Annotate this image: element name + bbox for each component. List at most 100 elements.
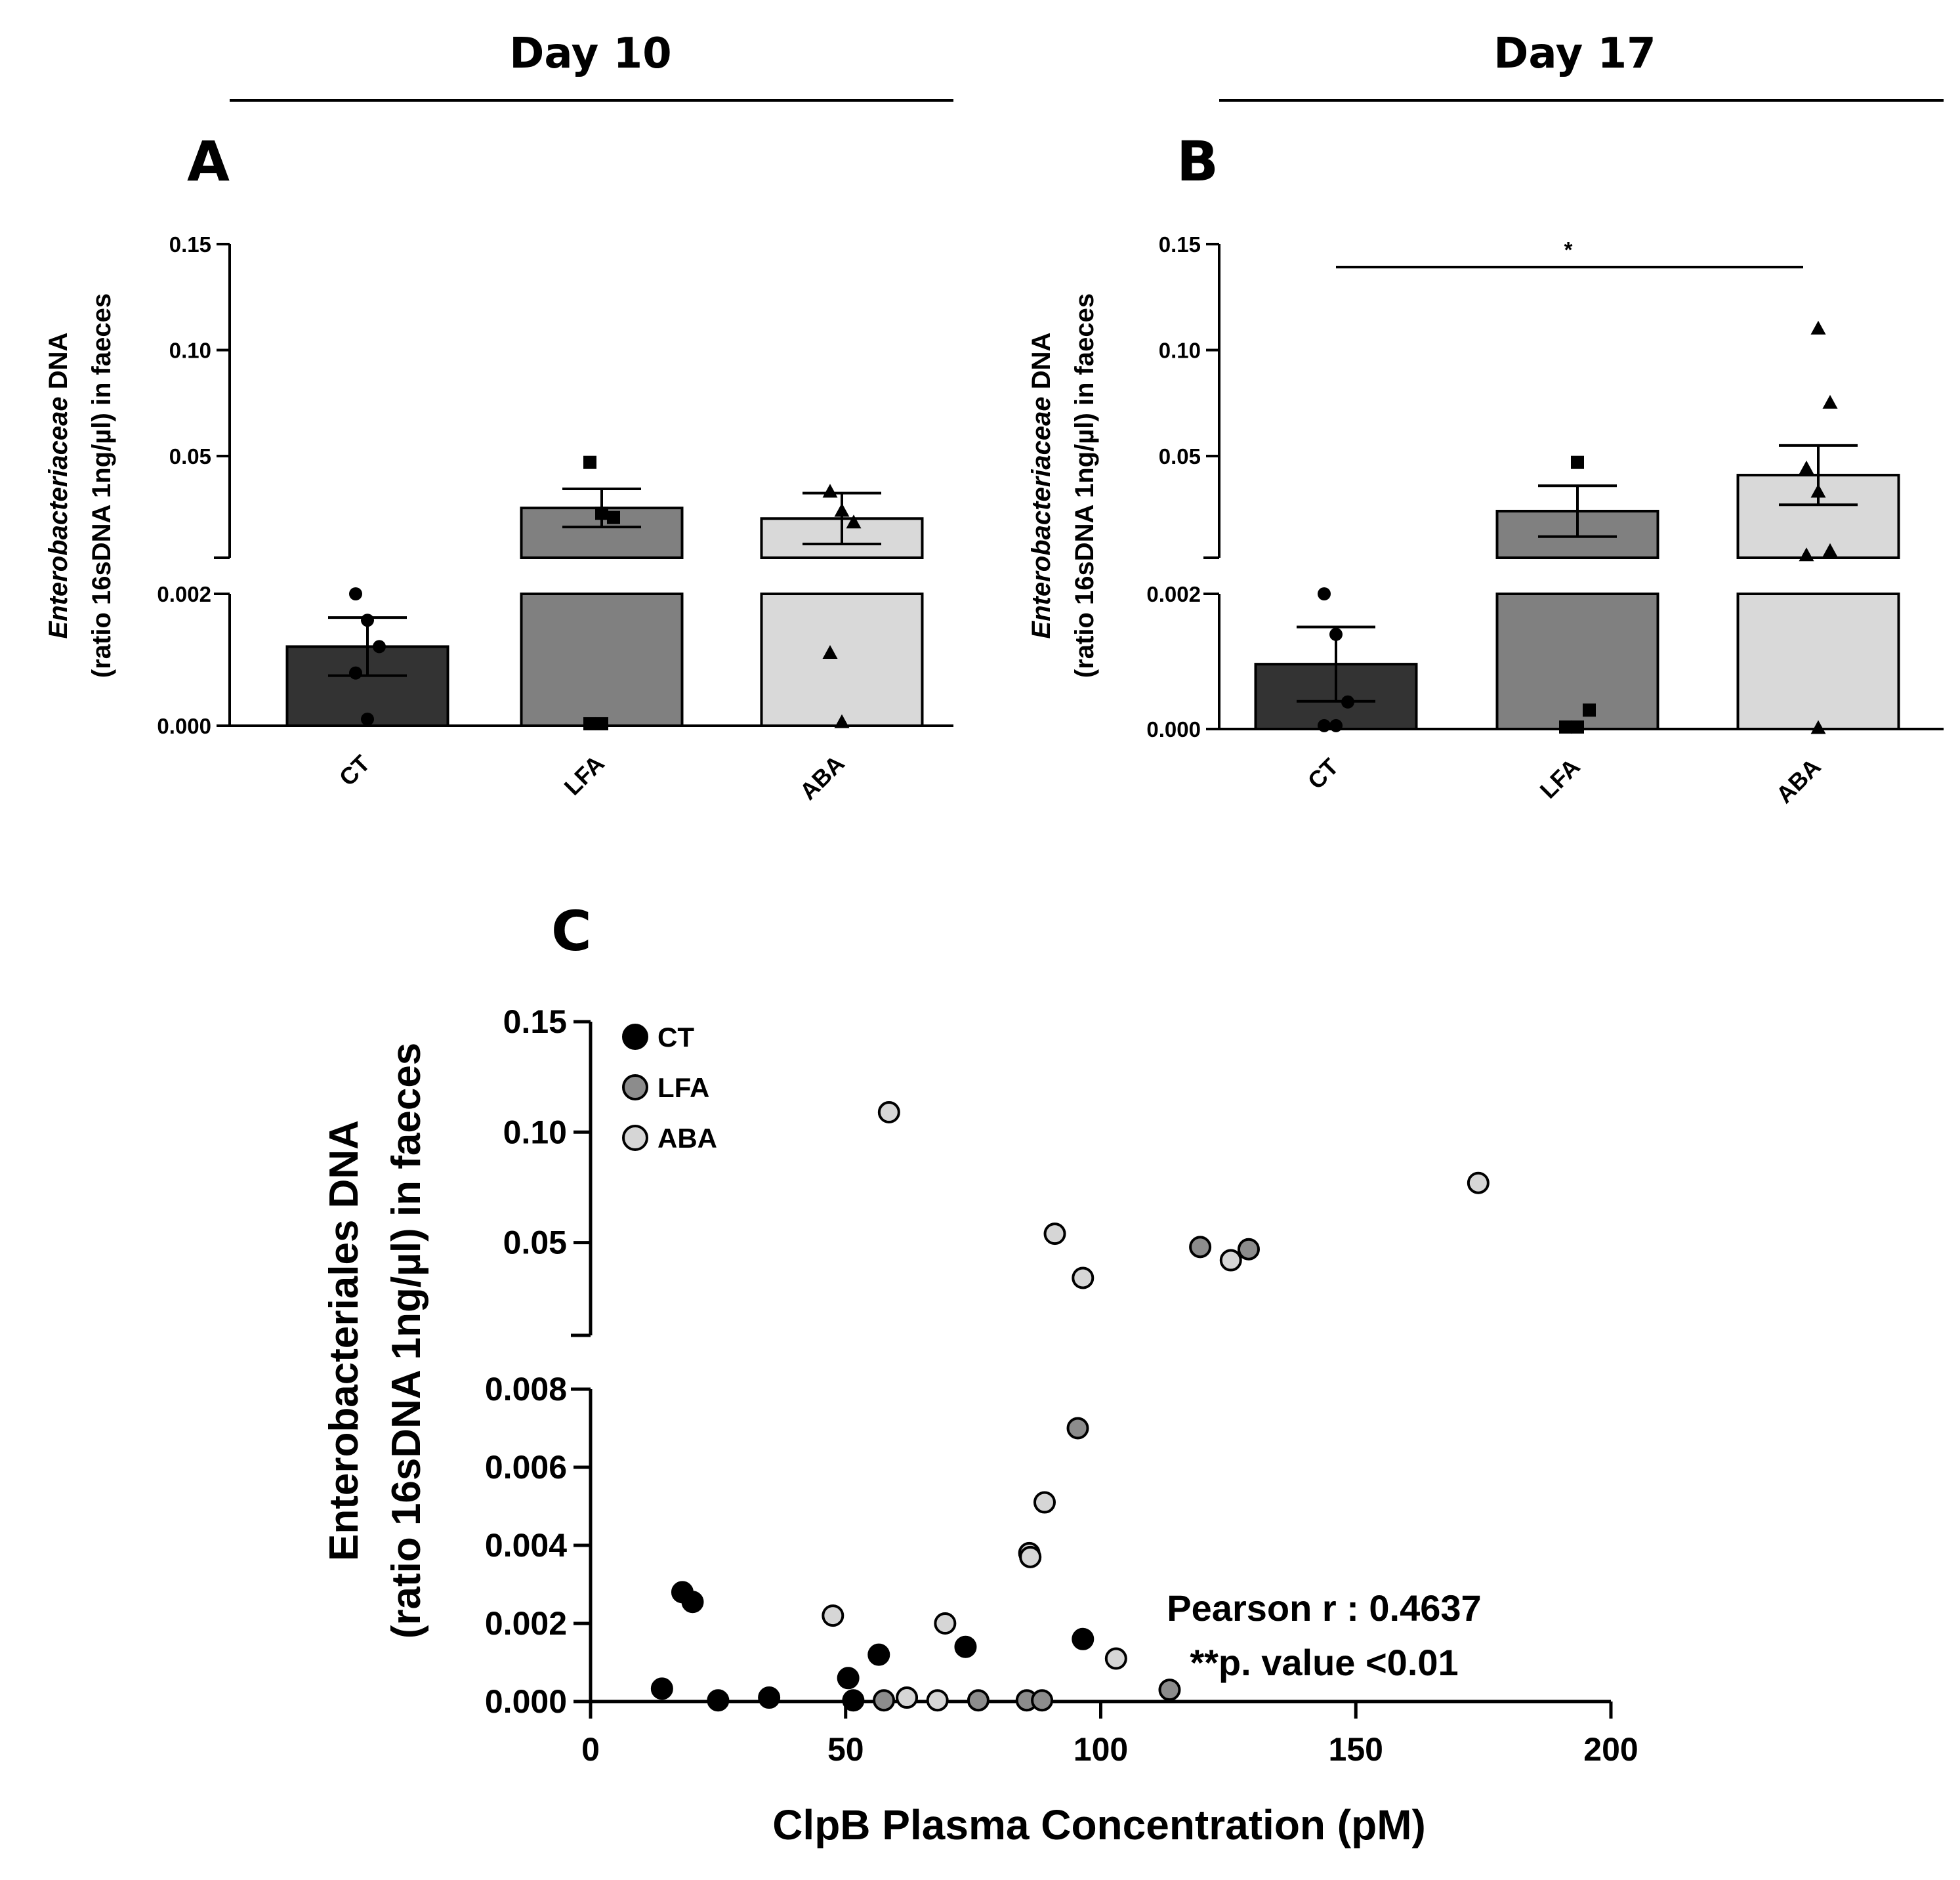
panel-c-point-lfa-6 [1189, 1236, 1212, 1259]
panel-c-ytick-label-lower-1: 0.002 [485, 1605, 567, 1642]
day-10-title: Day 10 [509, 30, 671, 78]
panel-c-point-aba-1 [877, 1101, 900, 1124]
panel-c-point-aba-11 [1219, 1249, 1242, 1272]
panel-c-ytick-label-lower-0: 0.000 [485, 1683, 567, 1720]
panel-a-ytick-label-upper-2: 0.15 [169, 232, 211, 257]
panel-c-point-ct-2 [681, 1591, 704, 1614]
panel-c-ytick-label-upper-2: 0.15 [503, 1003, 567, 1040]
panel-a-category-aba: ABA [795, 750, 850, 805]
panel-a-category-ct: CT [334, 750, 375, 791]
panel-a-point-lfa-3 [595, 507, 608, 520]
panel-c-point-aba-4 [934, 1612, 957, 1635]
panel-c-point-ct-9 [1072, 1627, 1095, 1650]
panel-a-point-aba-2 [846, 514, 862, 529]
panel-a-category-lfa: LFA [559, 750, 610, 801]
panel-b-point-aba-5 [1822, 394, 1838, 409]
pearson-r-text: Pearson r : 0.4637 [1167, 1587, 1481, 1629]
panel-a-point-lfa-1 [583, 717, 596, 730]
panel-c-xtick-label-2: 100 [1074, 1731, 1128, 1768]
panel-a-ytick-label-upper-0: 0.05 [169, 444, 211, 469]
panel-a-y-label-rest: DNA [44, 333, 73, 397]
panel-b-bar-aba-break [1736, 559, 1901, 593]
panel-a-ytick-label-upper-1: 0.10 [169, 338, 211, 362]
panel-c-point-ct-0 [650, 1677, 673, 1700]
panel-a-bar-lfa-upper [520, 507, 684, 560]
panel-b-point-lfa-0 [1571, 720, 1584, 734]
panel-c-legend-marker-aba [622, 1125, 648, 1151]
panel-a-point-aba-3 [834, 503, 850, 517]
panel-a-y-label-line2: (ratio 16sDNA 1ng/µl) in faeces [87, 293, 116, 678]
panel-c-legend-label-lfa: LFA [657, 1072, 709, 1103]
panel-c-point-lfa-4 [1066, 1417, 1089, 1440]
panel-c-ytick-label-upper-1: 0.10 [503, 1114, 567, 1150]
panel-c-point-aba-2 [896, 1686, 919, 1709]
panel-b-point-aba-6 [1810, 320, 1826, 335]
panel-c-legend-label-aba: ABA [657, 1123, 717, 1154]
panel-c-xtick-label-4: 200 [1583, 1731, 1638, 1768]
panel-c-ytick-label-upper-0: 0.05 [503, 1224, 567, 1261]
panel-c-point-aba-9 [1072, 1266, 1095, 1289]
day-17-title: Day 17 [1493, 30, 1656, 78]
panel-c-point-aba-6 [1019, 1545, 1042, 1568]
panel-b-y-label-rest: DNA [1027, 333, 1056, 397]
panel-a-point-ct-0 [361, 712, 374, 726]
panel-b-point-aba-2 [1822, 543, 1838, 557]
panel-c-point-ct-5 [837, 1667, 860, 1690]
panel-b-significance-star: * [1564, 238, 1573, 262]
panel-c-y-label: Enterobacteriales DNA [322, 1120, 367, 1561]
panel-c-xtick-label-3: 150 [1329, 1731, 1383, 1768]
panel-c-point-aba-3 [926, 1689, 949, 1712]
panel-a-y-label: Enterobacteriaceae DNA [44, 333, 73, 639]
panel-c-letter: C [551, 899, 592, 963]
panel-b-category-ct: CT [1303, 753, 1344, 795]
panel-c-point-aba-12 [1467, 1171, 1490, 1194]
panel-b-y-label-line2: (ratio 16sDNA 1ng/µl) in faeces [1070, 293, 1099, 678]
panel-c-xtick-label-1: 50 [827, 1731, 864, 1768]
panel-a-bar-chart: Enterobacteriaceae DNA (ratio 16sDNA 1ng… [44, 232, 953, 805]
panel-a-letter: A [187, 129, 230, 194]
panel-c-legend-marker-lfa [622, 1074, 648, 1100]
panel-c-x-label: ClpB Plasma Concentration (pM) [772, 1801, 1426, 1849]
panel-a-point-ct-2 [373, 640, 386, 654]
p-value-text: **p. value <0.01 [1190, 1642, 1458, 1683]
panel-c-point-lfa-1 [967, 1689, 990, 1712]
panel-b-point-aba-0 [1810, 720, 1826, 734]
panel-b-bar-lfa [1495, 593, 1659, 730]
panel-c-xtick-label-0: 0 [581, 1731, 600, 1768]
panel-b-y-label-italic: Enterobacteriaceae [1027, 396, 1056, 638]
panel-b-point-ct-4 [1318, 587, 1331, 600]
panel-c-point-lfa-0 [873, 1689, 896, 1712]
panel-b-point-aba-3 [1810, 484, 1826, 498]
panel-c-point-ct-3 [707, 1689, 730, 1712]
panel-a-point-lfa-4 [583, 455, 596, 469]
panel-a-point-ct-1 [349, 666, 362, 680]
panel-b-point-aba-4 [1799, 460, 1814, 474]
panel-a-bar-lfa [520, 593, 684, 727]
panel-b-ytick-label-lower-0: 0.000 [1146, 717, 1201, 742]
panel-c-y-label-line2: (ratio 16sDNA 1ng/µl) in faeces [384, 1043, 429, 1639]
panel-a-point-aba-4 [822, 484, 838, 498]
panel-b-point-lfa-3 [1571, 455, 1584, 469]
panel-c-legend-label-ct: CT [657, 1022, 694, 1053]
panel-c-point-aba-8 [1043, 1222, 1066, 1245]
panel-a-point-lfa-2 [607, 511, 620, 524]
panel-b-bar-aba [1736, 593, 1900, 730]
panel-a-ytick-label-lower-0: 0.000 [157, 714, 211, 738]
panel-c-point-lfa-3 [1031, 1689, 1054, 1712]
panel-a-point-ct-3 [361, 614, 374, 627]
panel-b-point-aba-1 [1799, 547, 1814, 562]
panel-a-point-ct-4 [349, 587, 362, 600]
panel-a-point-aba-1 [822, 644, 838, 659]
panel-b-ytick-label-upper-0: 0.05 [1159, 444, 1201, 469]
panel-c-point-ct-7 [867, 1643, 890, 1666]
panel-b-ytick-label-upper-2: 0.15 [1159, 232, 1201, 257]
panel-a-ytick-label-lower-1: 0.002 [157, 582, 211, 606]
panel-b-point-lfa-2 [1583, 703, 1596, 717]
panel-c-point-ct-4 [758, 1686, 781, 1709]
panel-c-point-aba-7 [1033, 1491, 1056, 1514]
panel-b-letter: B [1177, 129, 1219, 194]
panel-b-category-lfa: LFA [1535, 753, 1585, 804]
panel-b-category-aba: ABA [1771, 753, 1826, 808]
panel-a-bar-lfa-break [519, 559, 684, 593]
